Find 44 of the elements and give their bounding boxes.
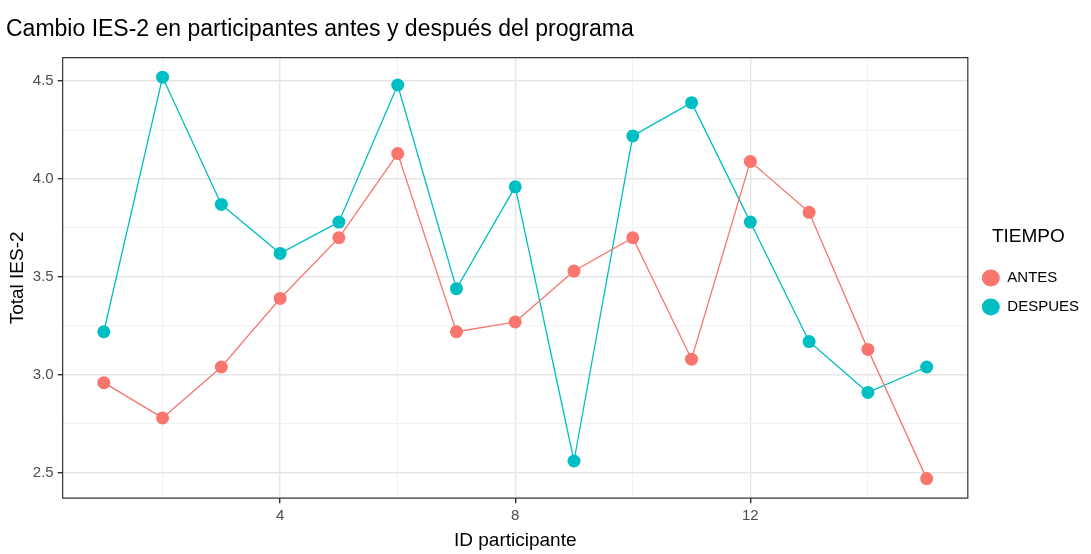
point	[273, 246, 287, 260]
point	[685, 352, 699, 366]
point	[567, 264, 581, 278]
point	[802, 335, 816, 349]
point	[743, 154, 757, 168]
point	[449, 325, 463, 339]
y-tick-label: 3.0	[32, 364, 54, 382]
point	[567, 454, 581, 468]
point	[273, 291, 287, 305]
point	[391, 147, 405, 161]
point	[743, 215, 757, 229]
legend-label: DESPUES	[1007, 297, 1080, 315]
y-tick-label: 2.5	[32, 462, 54, 480]
point	[685, 96, 699, 110]
point	[156, 70, 170, 84]
y-axis-title: Total IES-2	[5, 231, 27, 325]
point	[626, 129, 640, 143]
point	[861, 342, 875, 356]
y-tick-label: 4.5	[32, 71, 54, 89]
point	[332, 231, 346, 245]
point	[156, 411, 170, 425]
point	[626, 231, 640, 245]
point	[802, 205, 816, 219]
point	[97, 376, 111, 390]
x-tick-label: 4	[275, 506, 285, 524]
point	[391, 78, 405, 92]
point	[861, 385, 875, 399]
y-tick-label: 4.0	[32, 169, 54, 187]
legend-label: ANTES	[1007, 268, 1058, 286]
x-axis-title: ID participante	[453, 528, 577, 550]
point	[920, 472, 934, 486]
point	[97, 325, 111, 339]
chart-title: Cambio IES-2 en participantes antes y después del programa	[6, 15, 634, 42]
point	[508, 180, 522, 194]
point	[332, 215, 346, 229]
point	[449, 282, 463, 296]
point	[214, 360, 228, 374]
x-tick-label: 12	[741, 506, 759, 524]
point	[920, 360, 934, 374]
point	[508, 315, 522, 329]
legend-title: TIEMPO	[991, 225, 1065, 247]
point	[214, 197, 228, 211]
y-tick-label: 3.5	[32, 267, 54, 285]
x-tick-label: 8	[511, 506, 520, 524]
